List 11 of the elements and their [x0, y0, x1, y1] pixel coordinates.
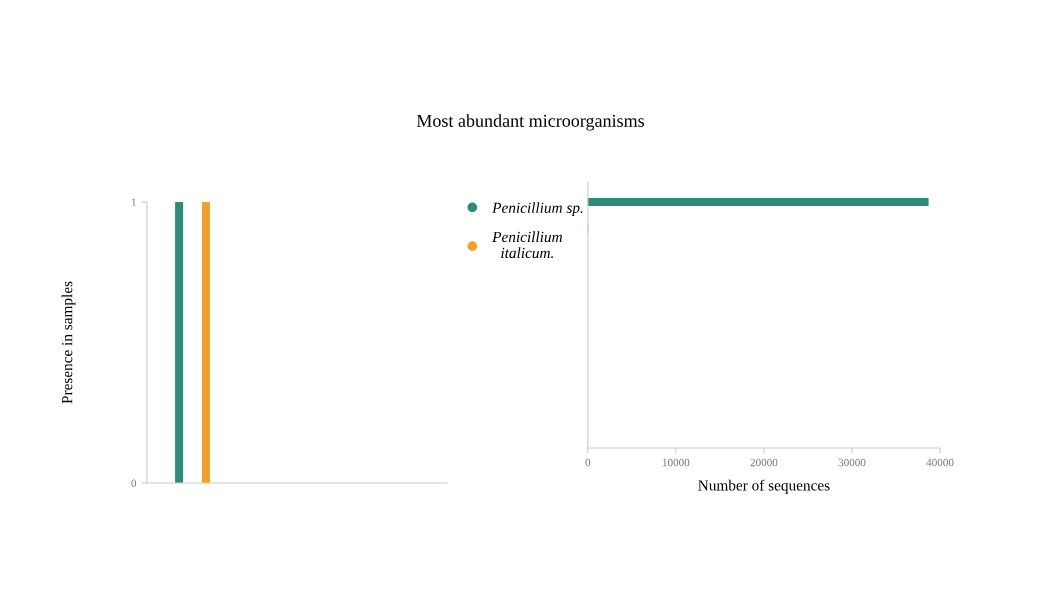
legend-label: Penicillium italicum. — [492, 231, 562, 259]
x-tick-label: 30000 — [838, 458, 866, 467]
x-tick-label: 10000 — [662, 458, 690, 467]
x-tick-label: 0 — [585, 458, 591, 467]
x-tick-label: 20000 — [750, 458, 778, 467]
x-axis-title: Number of sequences — [698, 479, 830, 494]
y-axis-title: Presence in samples — [61, 281, 76, 404]
y-tick-label: 1 — [131, 198, 136, 206]
legend-label: Penicillium sp. — [492, 202, 583, 217]
chart-title: Most abundant microorganisms — [416, 114, 645, 131]
x-tick-label: 40000 — [926, 458, 954, 467]
